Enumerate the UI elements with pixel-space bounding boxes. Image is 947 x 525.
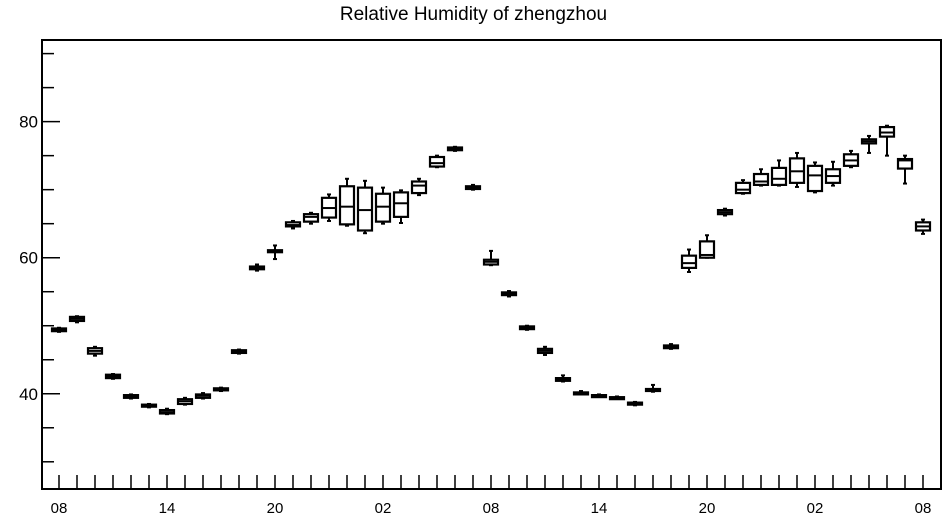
box-plot xyxy=(122,393,140,400)
box-plot xyxy=(392,189,410,225)
box-plot xyxy=(608,395,626,401)
box-body xyxy=(302,213,320,223)
x-tick-label: 08 xyxy=(483,500,500,517)
x-tick-label: 14 xyxy=(159,500,176,517)
x-tick-label: 08 xyxy=(915,500,932,517)
y-tick-label: 60 xyxy=(19,249,38,268)
box-plot xyxy=(464,183,482,191)
box-plot xyxy=(248,263,266,272)
box-plot xyxy=(590,393,608,399)
box-plot xyxy=(752,168,770,187)
box-plot xyxy=(644,383,662,393)
box-body xyxy=(806,164,824,193)
box-plot xyxy=(374,186,392,225)
box-plot xyxy=(536,345,554,356)
box-body xyxy=(374,192,392,223)
chart-title: Relative Humidity of zhengzhou xyxy=(339,4,608,25)
box-plot xyxy=(428,154,446,169)
box-body xyxy=(752,172,770,187)
box-plot xyxy=(50,326,68,333)
box-plot xyxy=(842,149,860,169)
box-plot xyxy=(194,392,212,400)
box-body xyxy=(356,186,374,232)
box-plot xyxy=(104,373,122,380)
box-plot xyxy=(680,248,698,273)
box-plot xyxy=(230,348,248,355)
y-tick-label: 40 xyxy=(19,385,38,404)
box-plot xyxy=(698,234,716,259)
box-plot xyxy=(788,151,806,188)
box-body xyxy=(734,181,752,195)
y-tick-label: 80 xyxy=(19,113,38,132)
box-plot xyxy=(662,343,680,350)
box-body xyxy=(410,180,428,195)
box-plot xyxy=(176,396,194,406)
x-tick-label: 02 xyxy=(807,500,824,517)
box-plot xyxy=(320,193,338,222)
box-plot xyxy=(770,159,788,187)
box-body xyxy=(392,191,410,218)
box-plot xyxy=(914,218,932,235)
box-plot xyxy=(284,219,302,230)
box-plot xyxy=(446,145,464,152)
x-tick-label: 08 xyxy=(51,500,68,517)
x-tick-label: 20 xyxy=(699,500,716,517)
box-plot xyxy=(896,154,914,185)
box-body xyxy=(698,240,716,259)
x-tick-label: 02 xyxy=(375,500,392,517)
box-plot xyxy=(68,315,86,324)
box-plot xyxy=(860,134,878,154)
x-tick-label: 14 xyxy=(591,500,608,517)
box-plot xyxy=(140,402,158,409)
box-plot xyxy=(878,124,896,157)
box-body xyxy=(680,254,698,270)
box-plot xyxy=(734,179,752,195)
box-plot xyxy=(518,324,536,331)
box-plot xyxy=(266,244,284,261)
box-plot xyxy=(158,407,176,416)
box-plot xyxy=(338,177,356,227)
box-plot xyxy=(806,161,824,194)
box-plot xyxy=(212,386,230,393)
box-plot xyxy=(716,207,734,217)
box-plot xyxy=(410,177,428,197)
box-plot xyxy=(500,290,518,298)
box-body xyxy=(428,155,446,168)
box-plot xyxy=(626,400,644,407)
box-plot xyxy=(572,390,590,396)
box-plot xyxy=(356,179,374,235)
box-plot xyxy=(86,345,104,357)
box-plot xyxy=(554,374,572,383)
x-tick-label: 20 xyxy=(267,500,284,517)
box-plot xyxy=(482,249,500,267)
box-body xyxy=(896,157,914,170)
box-body xyxy=(338,185,356,226)
box-plot xyxy=(302,211,320,225)
box-body xyxy=(770,166,788,187)
box-plot xyxy=(824,160,842,187)
